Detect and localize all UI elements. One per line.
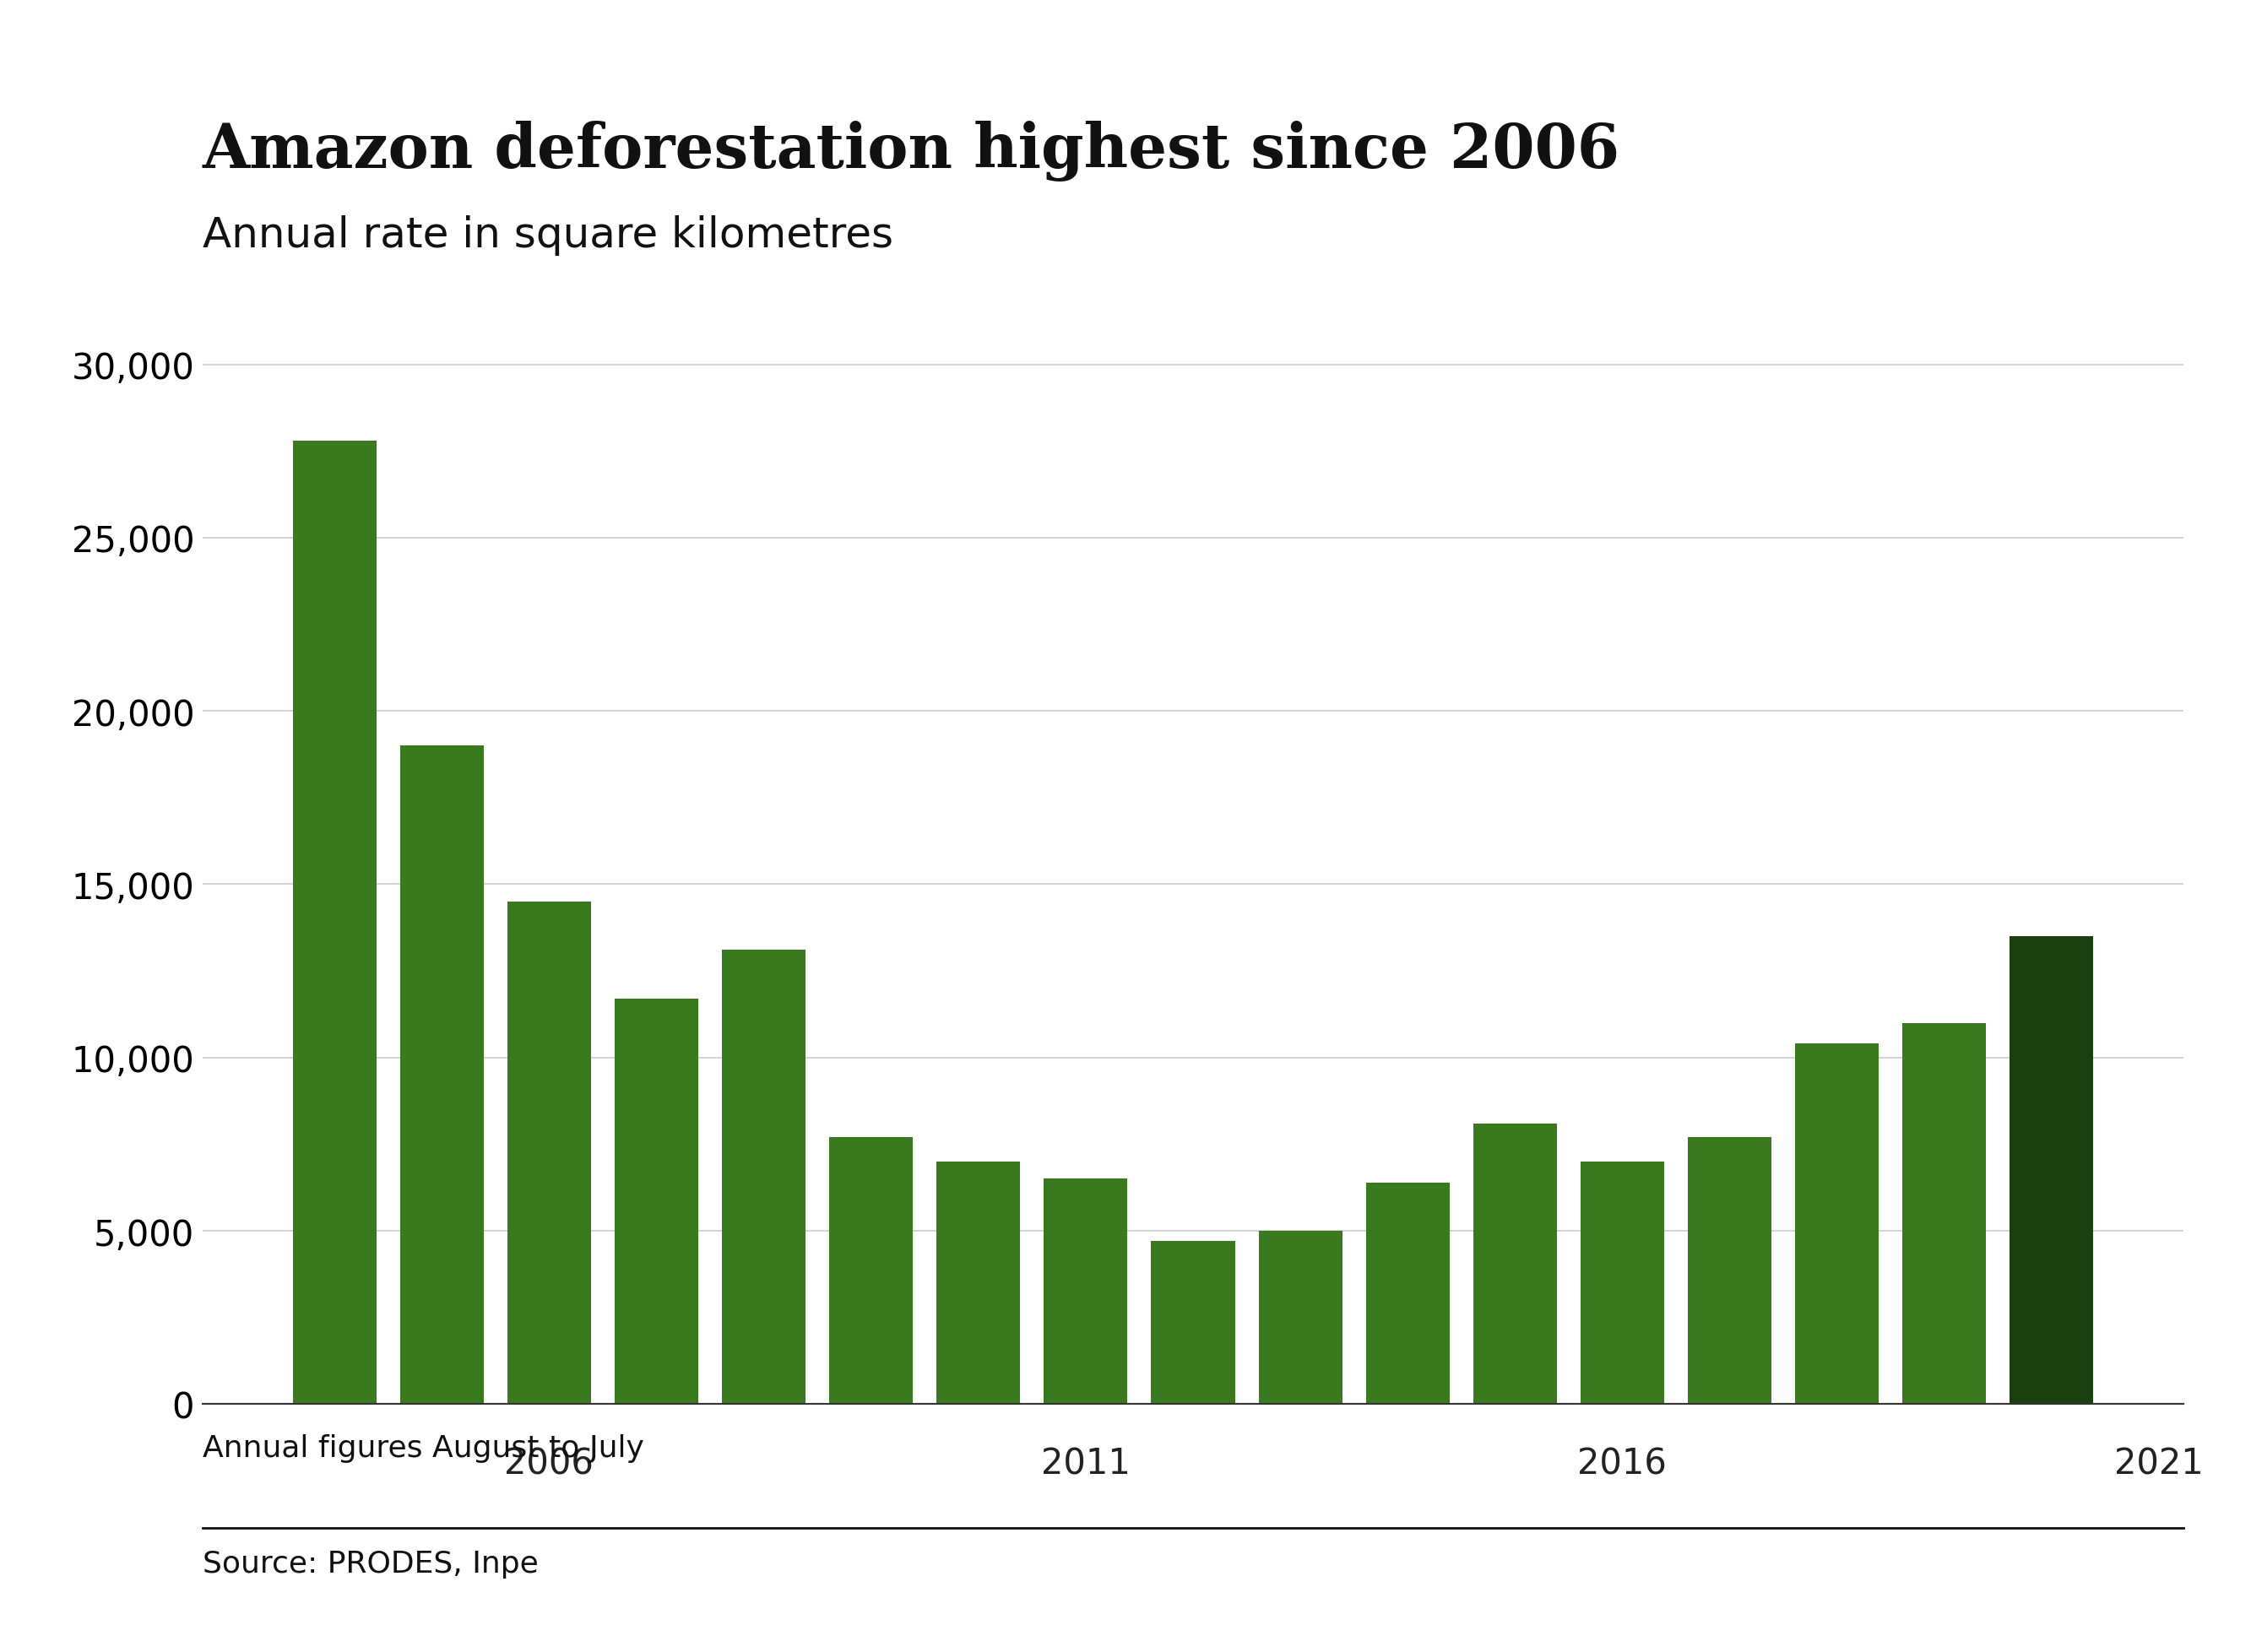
Bar — [293, 441, 376, 1404]
Text: Amazon deforestation highest since 2006: Amazon deforestation highest since 2006 — [203, 121, 1621, 182]
Bar — [723, 950, 806, 1404]
Bar — [506, 902, 592, 1404]
Bar — [1902, 1023, 1985, 1404]
Bar — [1794, 1044, 1880, 1404]
Bar — [936, 1161, 1020, 1404]
Bar — [1366, 1183, 1450, 1404]
Bar — [1258, 1231, 1342, 1404]
Text: 2016: 2016 — [1578, 1446, 1668, 1482]
Bar — [1580, 1161, 1663, 1404]
Text: B: B — [2060, 1568, 2091, 1602]
Bar — [1688, 1138, 1772, 1404]
Bar — [828, 1138, 914, 1404]
Text: C: C — [2134, 1568, 2163, 1602]
Text: 2021: 2021 — [2114, 1446, 2204, 1482]
Bar — [1044, 1180, 1128, 1404]
Text: Annual figures August to July: Annual figures August to July — [203, 1434, 644, 1462]
Text: Annual rate in square kilometres: Annual rate in square kilometres — [203, 215, 894, 256]
Bar — [1150, 1241, 1236, 1404]
Bar — [401, 747, 484, 1404]
Bar — [615, 999, 698, 1404]
Bar — [1472, 1123, 1558, 1404]
Text: 2006: 2006 — [504, 1446, 594, 1482]
Bar — [2010, 937, 2093, 1404]
Text: B: B — [1990, 1568, 2021, 1602]
Text: Source: PRODES, Inpe: Source: PRODES, Inpe — [203, 1550, 538, 1578]
Text: 2011: 2011 — [1040, 1446, 1130, 1482]
